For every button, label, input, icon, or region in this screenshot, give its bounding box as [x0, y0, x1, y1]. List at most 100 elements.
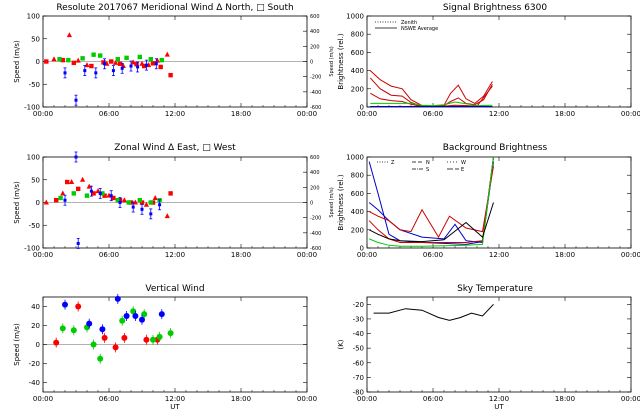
signal-title: Signal Brightness 6300: [443, 3, 547, 13]
vertical-point: [150, 336, 156, 343]
vertical-y-label: Speed (m/s): [13, 323, 21, 366]
zonal-point: [139, 200, 145, 205]
vertical-x-label: UT: [170, 403, 180, 411]
zonal-y2-tick-label: 200: [310, 185, 320, 191]
meridional-point: [134, 62, 139, 67]
zonal-point: [102, 193, 107, 198]
signal-x-tick-label: 06:00: [423, 110, 443, 118]
background-y-tick-label: 200: [351, 226, 364, 234]
meridional-point: [63, 71, 67, 75]
meridional-y2-tick-label: 400: [310, 29, 320, 35]
sky-y-tick-label: -60: [353, 359, 364, 367]
meridional-point: [120, 66, 124, 70]
meridional-y2-tick-label: 0: [310, 60, 313, 66]
zonal-y-tick-label: -100: [24, 245, 40, 253]
sky-y-tick-label: -50: [353, 345, 364, 353]
meridional-title: Resolute 2017067 Meridional Wind Δ North…: [56, 3, 293, 13]
zonal-point: [71, 191, 76, 196]
zonal-point: [54, 198, 59, 203]
background-y-tick-label: 0: [360, 245, 364, 253]
vertical-y-tick-label: -40: [29, 379, 40, 387]
zonal-point: [131, 205, 135, 209]
zonal-point: [86, 183, 92, 189]
zonal-point: [98, 191, 102, 195]
sky-y-tick-label: -40: [353, 330, 364, 338]
vertical-x-tick-label: 00:00: [33, 395, 53, 403]
sky-plot-frame: [366, 296, 632, 393]
signal-y-tick-label: 400: [351, 67, 364, 75]
panel-signal: Signal Brightness 6300 00:00 06:00 12:00 18…: [337, 3, 640, 118]
zonal-point: [60, 190, 66, 196]
meridional-point: [115, 57, 120, 62]
background-series-line: [368, 156, 494, 243]
zonal-y2-tick-label: 0: [310, 201, 313, 207]
meridional-y-tick-label: 50: [31, 35, 40, 43]
zonal-point: [74, 155, 78, 159]
vertical-point: [59, 325, 66, 332]
meridional-point: [98, 53, 103, 58]
zonal-y2-tick-label: -200: [310, 216, 321, 222]
vertical-y-tick-label: 40: [31, 303, 40, 311]
vertical-x-tick-label: 12:00: [165, 395, 185, 403]
signal-legend-label: NSWE Average: [401, 26, 438, 32]
sky-y-tick-label: -80: [353, 389, 364, 397]
sky-x-tick-label: 00:00: [621, 395, 640, 403]
background-series-line: [368, 166, 494, 239]
meridional-x-tick-label: 18:00: [231, 110, 251, 118]
background-legend-label: Z: [391, 160, 395, 166]
background-y-tick-label: 600: [351, 190, 364, 198]
meridional-y2-tick-label: -600: [310, 105, 321, 111]
meridional-x-tick-label: 00:00: [33, 110, 53, 118]
meridional-y-tick-label: 0: [36, 58, 40, 66]
meridional-y2-tick-label: -400: [310, 90, 321, 96]
background-y-tick-label: 1000: [346, 154, 364, 162]
signal-y-tick-label: 600: [351, 49, 364, 57]
sky-x-tick-label: 18:00: [555, 395, 575, 403]
meridional-point: [109, 59, 114, 64]
background-y-tick-label: 800: [351, 172, 364, 180]
background-legend-label: N: [426, 160, 430, 166]
meridional-y-tick-label: 100: [27, 13, 40, 21]
vertical-y-tick-label: -20: [29, 360, 40, 368]
meridional-point: [164, 51, 170, 57]
zonal-x-tick-label: 06:00: [99, 251, 119, 259]
vertical-point: [62, 301, 68, 308]
signal-y-label: Brightness (rel.): [337, 33, 345, 89]
signal-x-tick-label: 00:00: [621, 110, 640, 118]
signal-x-tick-label: 12:00: [489, 110, 509, 118]
sky-x-label: UT: [494, 403, 504, 411]
meridional-point: [44, 59, 49, 64]
background-legend-label: S: [426, 167, 429, 173]
zonal-x-tick-label: 00:00: [297, 251, 317, 259]
signal-series-line: [369, 70, 493, 107]
vertical-y-tick-label: 20: [31, 322, 40, 330]
sky-y-tick-label: -30: [353, 315, 364, 323]
background-x-tick-label: 18:00: [555, 251, 575, 259]
signal-y-tick-label: 200: [351, 85, 364, 93]
meridional-point: [66, 32, 72, 38]
vertical-point: [53, 339, 60, 346]
zonal-point: [168, 191, 173, 196]
sky-title: Sky Temperature: [457, 284, 533, 294]
vertical-point: [119, 317, 126, 324]
zonal-point: [118, 201, 122, 204]
meridional-y2-tick-label: 600: [310, 14, 320, 20]
vertical-point: [101, 334, 108, 341]
meridional-point: [51, 56, 57, 62]
background-y-label: Brightness (rel.): [337, 174, 345, 230]
meridional-point: [111, 69, 115, 73]
meridional-point: [124, 55, 129, 61]
zonal-point: [111, 195, 116, 201]
zonal-point: [91, 191, 96, 196]
background-x-tick-label: 00:00: [357, 251, 377, 259]
zonal-point: [84, 193, 90, 198]
signal-y-tick-label: 1000: [346, 13, 364, 21]
zonal-point: [148, 200, 153, 205]
background-legend-label: E: [461, 167, 464, 173]
sky-y-label: (K): [337, 339, 345, 349]
meridional-point: [60, 57, 65, 63]
vertical-point: [167, 330, 174, 337]
vertical-point: [139, 316, 145, 323]
vertical-point: [70, 327, 77, 334]
background-plot-frame: [366, 156, 632, 249]
